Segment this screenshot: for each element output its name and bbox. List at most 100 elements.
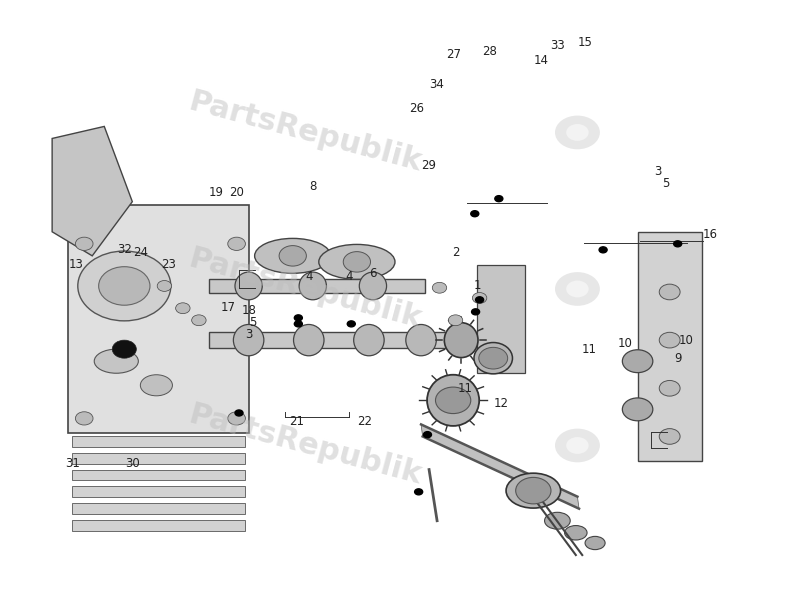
Circle shape [448,315,463,326]
Ellipse shape [235,272,262,300]
Text: 2: 2 [452,246,460,259]
Text: 20: 20 [229,186,244,199]
Bar [72,520,245,531]
Bar [72,453,245,464]
Text: 34: 34 [430,78,444,91]
Text: 28: 28 [482,45,496,58]
Text: 14: 14 [534,54,549,67]
Circle shape [566,124,589,141]
Circle shape [516,477,551,504]
Ellipse shape [94,349,139,373]
Circle shape [476,297,484,303]
Text: 31: 31 [65,457,79,470]
Bar [477,265,525,373]
Circle shape [622,350,653,373]
Text: 24: 24 [133,246,148,259]
Text: 4: 4 [345,270,353,284]
Circle shape [294,321,302,327]
Circle shape [622,398,653,421]
Text: PartsRepublik: PartsRepublik [185,87,424,178]
Circle shape [471,211,479,217]
Text: 22: 22 [358,415,372,428]
Ellipse shape [427,374,479,426]
Circle shape [555,116,600,149]
Bar [72,486,245,497]
Ellipse shape [565,526,587,540]
Ellipse shape [294,324,324,356]
Text: 32: 32 [117,243,132,256]
Circle shape [566,281,589,297]
Circle shape [555,429,600,462]
Circle shape [112,340,136,358]
Text: 10: 10 [618,337,633,350]
Text: 29: 29 [422,159,436,172]
Ellipse shape [545,512,570,529]
Ellipse shape [140,374,172,396]
Circle shape [659,284,680,300]
Circle shape [479,347,508,369]
Circle shape [75,412,93,425]
Text: 6: 6 [369,267,377,281]
Text: 17: 17 [221,300,236,314]
Bar [68,205,249,433]
Circle shape [192,315,206,326]
Ellipse shape [359,272,387,300]
Bar [72,436,245,447]
Circle shape [279,246,306,266]
Text: 27: 27 [446,48,460,61]
Text: 21: 21 [290,415,304,428]
Text: 12: 12 [494,397,508,410]
Text: 3: 3 [245,327,253,341]
Ellipse shape [354,324,384,356]
Ellipse shape [299,272,326,300]
Bar [72,470,245,480]
Text: 30: 30 [125,457,140,470]
Text: 5: 5 [662,177,670,190]
Circle shape [347,321,355,327]
Circle shape [294,315,302,321]
Text: 18: 18 [241,303,256,317]
Bar [209,332,449,348]
Circle shape [495,196,503,202]
Text: 11: 11 [582,343,597,356]
Ellipse shape [585,536,605,550]
Text: PartsRepublik: PartsRepublik [185,400,424,491]
Ellipse shape [406,324,436,356]
Text: 15: 15 [578,36,593,49]
Polygon shape [421,424,579,509]
Bar [72,503,245,514]
Circle shape [659,332,680,348]
Ellipse shape [233,324,264,356]
Circle shape [566,437,589,454]
Text: 16: 16 [703,228,717,241]
Circle shape [659,429,680,444]
Circle shape [423,432,431,438]
Circle shape [555,272,600,306]
Circle shape [472,293,487,303]
Circle shape [472,309,480,315]
Circle shape [176,303,190,314]
Circle shape [75,237,93,250]
Circle shape [659,380,680,396]
Text: 1: 1 [473,279,481,293]
Ellipse shape [318,244,395,279]
Ellipse shape [474,343,512,374]
Ellipse shape [444,323,478,358]
Text: 26: 26 [410,102,424,115]
Circle shape [599,247,607,253]
Circle shape [99,267,150,305]
Circle shape [157,281,172,291]
Text: 33: 33 [550,39,565,52]
Text: 23: 23 [161,258,176,272]
Circle shape [415,489,423,495]
Circle shape [435,387,471,414]
Text: 3: 3 [654,165,662,178]
Text: 4: 4 [305,270,313,284]
Circle shape [674,241,682,247]
Ellipse shape [255,238,331,273]
Text: 19: 19 [209,186,224,199]
Text: 11: 11 [458,382,472,395]
Circle shape [235,410,243,416]
Text: 9: 9 [674,352,682,365]
Text: 8: 8 [309,180,317,193]
